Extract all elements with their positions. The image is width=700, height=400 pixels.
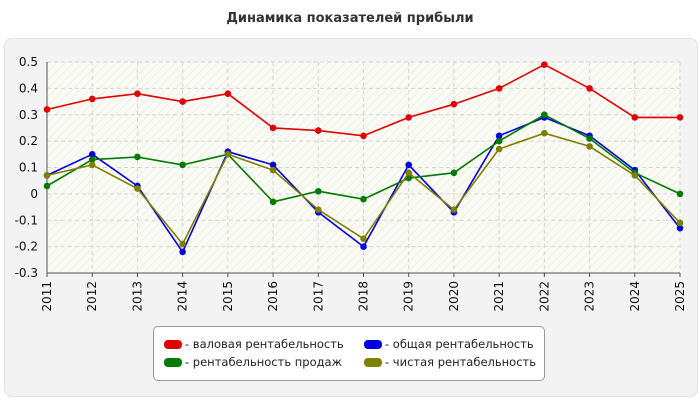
data-point (179, 161, 186, 169)
x-tick-label: 2015 (221, 281, 235, 312)
legend-swatch-sales (164, 357, 182, 367)
data-point (405, 114, 413, 121)
y-tick-label: 0.3 (19, 108, 38, 122)
x-tick-label: 2012 (85, 281, 99, 312)
y-tick-label: 0.4 (19, 81, 38, 95)
x-tick-label: 2019 (402, 281, 416, 312)
data-point (676, 224, 684, 232)
data-point (541, 61, 548, 68)
data-point (314, 127, 322, 134)
x-tick-label: 2018 (357, 281, 371, 312)
data-point (495, 145, 503, 153)
data-point (224, 90, 232, 97)
data-point (314, 206, 322, 213)
data-point (224, 151, 232, 158)
x-tick-label: 2014 (176, 281, 190, 312)
data-point (495, 85, 503, 92)
legend-label-total: - общая рентабельность (385, 337, 534, 351)
data-point (134, 153, 141, 161)
data-point (405, 161, 413, 169)
legend-swatch-total (364, 339, 382, 349)
data-point (134, 90, 141, 97)
data-point (314, 187, 322, 195)
data-point (43, 106, 51, 113)
y-tick-label: 0.2 (19, 134, 38, 148)
data-point (88, 95, 96, 103)
grid-lines (46, 61, 681, 274)
legend-item-net: - чистая рентабельность (364, 354, 536, 370)
data-point (269, 161, 277, 169)
data-point (269, 124, 277, 132)
data-point (541, 129, 548, 137)
x-tick-label: 2021 (492, 281, 506, 312)
data-point (43, 182, 51, 190)
y-tick-label: -0.1 (15, 213, 38, 227)
y-tick-label: 0 (30, 187, 38, 201)
data-point (360, 132, 367, 140)
data-point (360, 243, 367, 250)
data-point (179, 248, 186, 256)
legend-label-sales: - рентабельность продаж (185, 355, 342, 369)
legend: - валовая рентабельность - общая рентабе… (153, 326, 545, 381)
legend-swatch-net (364, 357, 382, 367)
chart-title: Динамика показателей прибыли (226, 11, 474, 26)
data-point (631, 172, 639, 179)
data-point (495, 132, 503, 140)
data-point (450, 169, 458, 177)
data-point (631, 114, 639, 121)
data-point (88, 156, 96, 163)
data-point (179, 98, 186, 105)
x-tick-label: 2025 (673, 281, 687, 312)
x-tick-label: 2022 (537, 281, 551, 312)
data-point (134, 185, 141, 192)
legend-item-total: - общая рентабельность (364, 336, 534, 352)
data-point (269, 166, 277, 174)
y-tick-label: 0.1 (19, 161, 38, 175)
legend-label-gross: - валовая рентабельность (185, 337, 344, 351)
x-tick-label: 2020 (447, 281, 461, 312)
x-tick-label: 2023 (583, 281, 597, 312)
series-lines (43, 61, 684, 256)
data-point (269, 198, 277, 206)
data-point (586, 85, 593, 92)
data-point (360, 195, 367, 203)
data-point (405, 169, 413, 177)
legend-item-sales: - рентабельность продаж (164, 354, 342, 370)
legend-item-gross: - валовая рентабельность (164, 336, 344, 352)
data-point (88, 151, 96, 158)
data-point (450, 100, 458, 108)
x-tick-label: 2016 (266, 281, 280, 312)
x-tick-label: 2011 (40, 281, 54, 312)
data-point (676, 190, 684, 198)
data-point (676, 219, 684, 227)
x-tick-label: 2024 (628, 281, 642, 312)
data-point (88, 161, 96, 169)
x-tick-label: 2017 (311, 281, 325, 312)
data-point (450, 206, 458, 213)
data-point (541, 111, 548, 119)
data-point (495, 137, 503, 145)
data-point (179, 240, 186, 248)
y-tick-label: -0.3 (15, 266, 38, 280)
data-point (586, 143, 593, 150)
data-point (43, 172, 51, 179)
legend-label-net: - чистая рентабельность (385, 355, 537, 369)
data-point (586, 135, 593, 142)
legend-swatch-gross (164, 339, 182, 349)
data-point (360, 235, 367, 243)
data-point (676, 114, 684, 121)
y-tick-label: 0.5 (19, 55, 38, 69)
axes: -0.3 -0.2 -0.1 0 0.1 0.2 0.3 0.4 0.5 2011 2012 2013… (15, 55, 687, 312)
x-tick-label: 2013 (130, 281, 144, 312)
y-tick-label: -0.2 (15, 240, 38, 254)
